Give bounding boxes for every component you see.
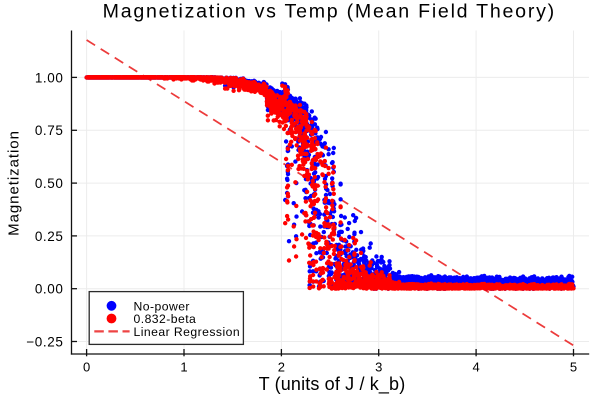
svg-text:0: 0 xyxy=(83,360,90,375)
svg-text:4: 4 xyxy=(472,360,479,375)
svg-text:1: 1 xyxy=(180,360,187,375)
svg-text:5: 5 xyxy=(570,360,577,375)
svg-text:1.00: 1.00 xyxy=(35,70,64,85)
svg-text:No-power: No-power xyxy=(134,299,190,313)
svg-text:0.00: 0.00 xyxy=(35,282,64,297)
svg-text:−0.25: −0.25 xyxy=(26,334,63,349)
svg-text:0.25: 0.25 xyxy=(35,229,64,244)
svg-text:Magnetization vs Temp (Mean Fi: Magnetization vs Temp (Mean Field Theory… xyxy=(103,1,556,23)
svg-text:2: 2 xyxy=(278,360,285,375)
svg-text:Magnetization: Magnetization xyxy=(6,130,23,236)
svg-text:T (units of J / k_b): T (units of J / k_b) xyxy=(259,374,406,395)
svg-text:0.832-beta: 0.832-beta xyxy=(134,312,197,326)
svg-text:0.75: 0.75 xyxy=(35,123,64,138)
svg-text:0.50: 0.50 xyxy=(35,176,64,191)
svg-text:3: 3 xyxy=(375,360,382,375)
svg-text:Linear Regression: Linear Regression xyxy=(134,325,241,339)
